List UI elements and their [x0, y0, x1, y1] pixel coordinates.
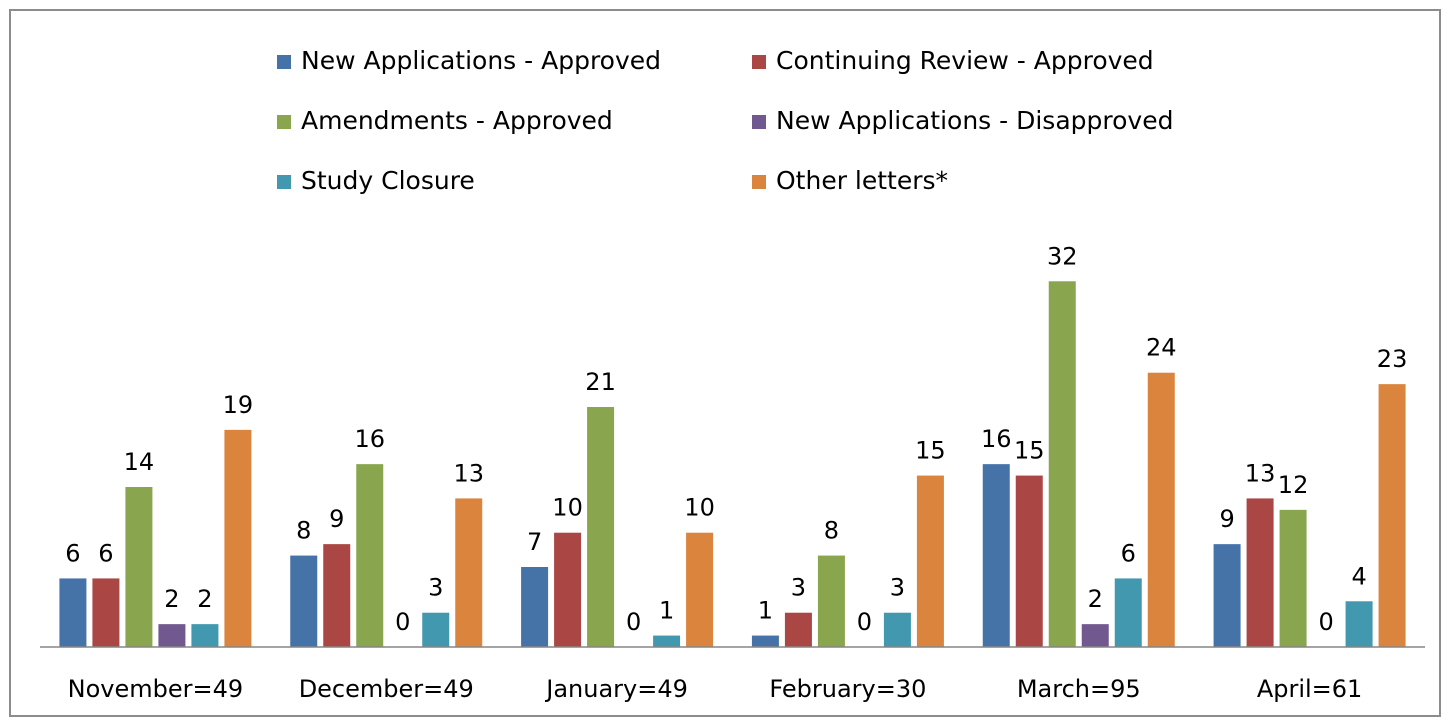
bar [1048, 281, 1076, 647]
x-tick-label: February=30 [769, 675, 926, 703]
data-label: 1 [758, 597, 773, 625]
data-label: 6 [1121, 539, 1136, 567]
legend-swatch [277, 115, 291, 129]
bar [1345, 601, 1373, 647]
bar [1015, 475, 1043, 647]
data-label: 23 [1377, 345, 1408, 373]
bar [191, 624, 219, 647]
legend-label: Other letters* [776, 166, 948, 195]
bar [1213, 544, 1241, 647]
legend-label: Study Closure [301, 166, 475, 195]
legend-label: New Applications - Disapproved [776, 106, 1173, 135]
data-label: 15 [1014, 437, 1045, 465]
data-label: 16 [981, 425, 1012, 453]
x-tick-label: November=49 [68, 675, 244, 703]
x-tick-label: March=95 [1017, 675, 1141, 703]
data-label: 9 [1219, 505, 1234, 533]
data-label: 3 [890, 574, 905, 602]
bar [92, 578, 120, 647]
bar [982, 464, 1010, 647]
legend-swatch [752, 175, 766, 189]
data-label: 3 [791, 574, 806, 602]
bar [356, 464, 384, 647]
legend-label: Continuing Review - Approved [776, 46, 1154, 75]
data-label: 32 [1047, 242, 1078, 270]
legend-swatch [752, 55, 766, 69]
bar [323, 544, 351, 647]
data-label: 6 [98, 539, 113, 567]
data-label: 2 [1088, 585, 1103, 613]
bar [521, 567, 549, 647]
bar [817, 555, 845, 647]
bar [916, 475, 944, 647]
x-tick-label: April=61 [1257, 675, 1363, 703]
bar [1081, 624, 1109, 647]
data-label: 19 [223, 391, 254, 419]
data-label: 7 [527, 528, 542, 556]
bar [158, 624, 186, 647]
data-label: 9 [329, 505, 344, 533]
bar [653, 635, 681, 647]
data-label: 0 [626, 608, 641, 636]
data-label: 15 [915, 437, 946, 465]
data-label: 10 [684, 494, 715, 522]
bar [784, 612, 812, 647]
data-label: 3 [428, 574, 443, 602]
data-label: 2 [197, 585, 212, 613]
data-label: 8 [296, 517, 311, 545]
bar [1246, 498, 1274, 647]
data-label: 6 [65, 539, 80, 567]
data-label: 2 [164, 585, 179, 613]
legend-swatch [752, 115, 766, 129]
data-label: 16 [354, 425, 385, 453]
bar [1114, 578, 1142, 647]
data-label: 0 [395, 608, 410, 636]
legend-label: Amendments - Approved [301, 106, 613, 135]
data-label: 21 [585, 368, 616, 396]
legend-swatch [277, 175, 291, 189]
data-label: 10 [552, 494, 583, 522]
bar [290, 555, 318, 647]
bar [883, 612, 911, 647]
bar [751, 635, 779, 647]
data-label: 4 [1351, 562, 1366, 590]
data-label: 24 [1146, 334, 1177, 362]
legend-label: New Applications - Approved [301, 46, 661, 75]
bar [587, 407, 615, 647]
bar [554, 532, 582, 647]
bar [422, 612, 450, 647]
data-label: 0 [1318, 608, 1333, 636]
data-label: 13 [1245, 459, 1276, 487]
bar [455, 498, 483, 647]
x-tick-label: January=49 [544, 675, 688, 703]
x-tick-label: December=49 [299, 675, 474, 703]
data-label: 14 [124, 448, 155, 476]
data-label: 13 [453, 459, 484, 487]
bar [1378, 384, 1406, 647]
data-label: 0 [857, 608, 872, 636]
bar [125, 487, 153, 647]
legend-swatch [277, 55, 291, 69]
data-label: 8 [824, 517, 839, 545]
data-label: 1 [659, 597, 674, 625]
bar [1279, 509, 1307, 647]
bar [686, 532, 714, 647]
data-label: 12 [1278, 471, 1309, 499]
bar [1147, 372, 1175, 647]
bar [224, 429, 252, 647]
bar [59, 578, 87, 647]
